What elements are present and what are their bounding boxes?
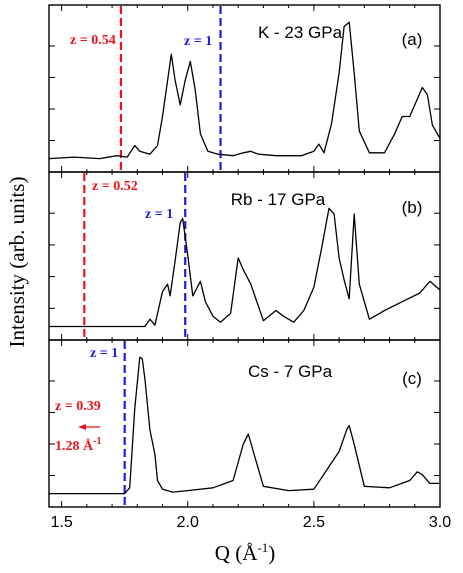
arrow-head bbox=[78, 424, 86, 430]
x-tick-label: 2.5 bbox=[303, 514, 325, 531]
panel-b: z = 0.52 z = 1 Rb - 17 GPa (b) bbox=[48, 171, 441, 341]
data-trace bbox=[49, 207, 441, 328]
marker-label: z = 1 bbox=[145, 207, 173, 222]
sample-label: K - 23 GPa bbox=[258, 23, 343, 42]
data-trace bbox=[48, 21, 441, 160]
data-trace bbox=[49, 356, 440, 495]
panel-letter: (c) bbox=[402, 369, 422, 388]
panel-letter: (a) bbox=[402, 30, 423, 49]
x-axis-label: Q (Å-1) bbox=[215, 540, 275, 565]
panel-frame bbox=[48, 4, 441, 173]
marker-label: z = 1 bbox=[90, 346, 118, 361]
x-tick-label: 1.5 bbox=[50, 514, 72, 531]
panel-c: z = 1 Cs - 7 GPa (c) z = 0.39 1.28 Å-1 bbox=[48, 339, 441, 508]
axis-extras: Intensity (arb. units) Q (Å-1) bbox=[5, 177, 275, 565]
y-axis-label: Intensity (arb. units) bbox=[5, 177, 29, 348]
marker-label: z = 0.54 bbox=[70, 33, 116, 48]
sample-label: Cs - 7 GPa bbox=[248, 362, 333, 381]
panel-a: z = 0.54 z = 1 K - 23 GPa (a) bbox=[48, 4, 441, 173]
panel-letter: (b) bbox=[402, 198, 423, 217]
marker-label: z = 1 bbox=[184, 34, 212, 49]
marker-label: z = 0.52 bbox=[92, 179, 138, 194]
panel-frame bbox=[48, 339, 441, 508]
x-tick-labels: 1.5 2.0 2.5 3.0 bbox=[50, 514, 451, 531]
annotation-q: 1.28 Å-1 bbox=[55, 436, 101, 454]
panels-group: z = 0.54 z = 1 K - 23 GPa (a) z = 0.52 z = 1 R… bbox=[48, 4, 451, 531]
x-tick-label: 3.0 bbox=[429, 514, 451, 531]
sample-label: Rb - 17 GPa bbox=[231, 190, 326, 209]
annotation-z: z = 0.39 bbox=[55, 399, 101, 414]
x-tick-label: 2.0 bbox=[177, 514, 199, 531]
